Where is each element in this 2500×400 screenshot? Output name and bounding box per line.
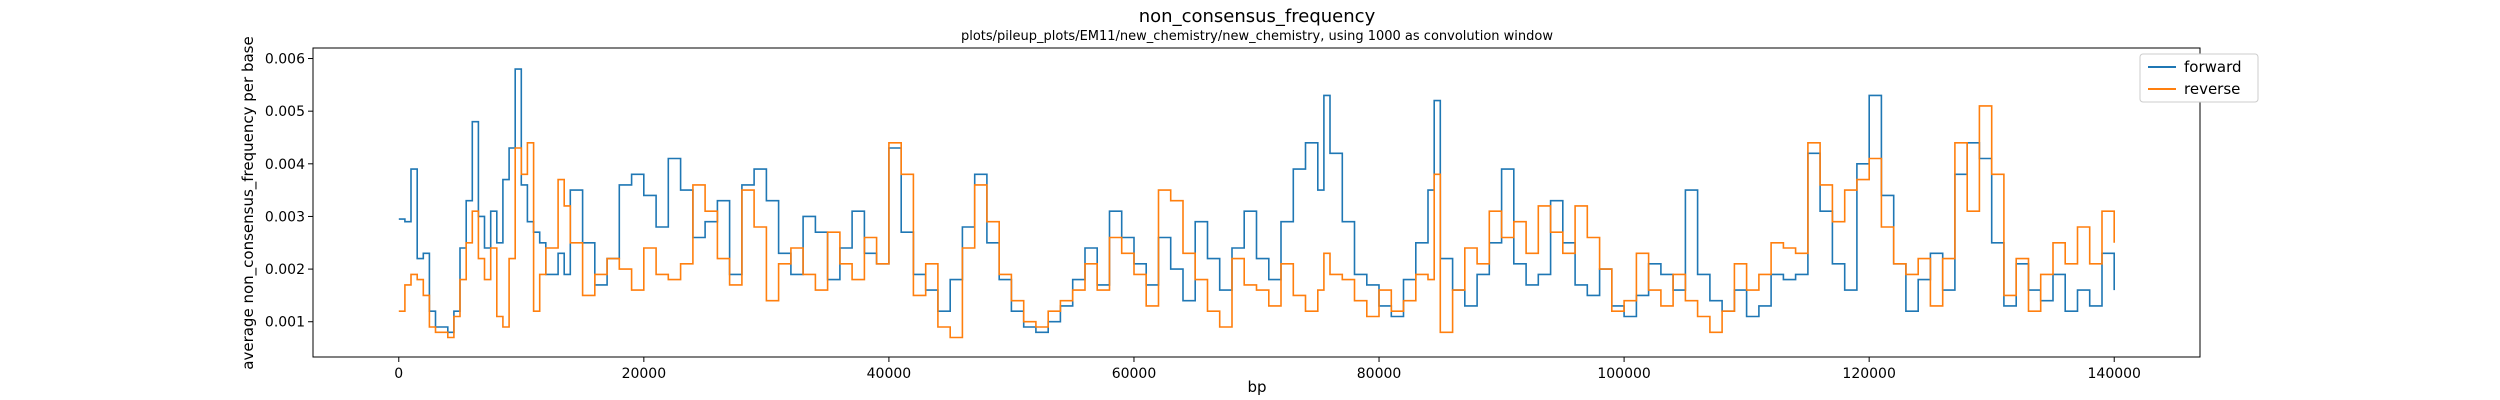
legend-label-forward: forward: [2184, 58, 2242, 76]
x-tick-label: 40000: [867, 366, 912, 382]
x-tick-label: 0: [394, 366, 403, 382]
y-tick-label: 0.002: [265, 262, 305, 278]
series-line-reverse: [398, 105, 2115, 339]
legend: forward reverse: [2139, 53, 2259, 103]
y-tick-label: 0.006: [265, 52, 305, 68]
x-tick-label: 20000: [622, 366, 667, 382]
x-tick-label: 140000: [2088, 366, 2141, 382]
y-tick-label: 0.005: [265, 104, 305, 120]
series-layer: [398, 68, 2115, 339]
y-tick-label: 0.003: [265, 209, 305, 225]
chart-subtitle: plots/pileup_plots/EM11/new_chemistry/ne…: [961, 29, 1553, 44]
x-axis: 0 20000 40000 60000 80000 100000 120000 140000: [394, 357, 2141, 382]
plot-area: [312, 47, 2201, 358]
y-axis-label: average non_consensus_frequency per base: [239, 36, 258, 369]
legend-label-reverse: reverse: [2184, 80, 2240, 98]
chart-title: non_consensus_frequency: [1139, 6, 1376, 27]
plot-frame: [312, 47, 2201, 358]
series-line-forward: [398, 68, 2115, 334]
y-axis: 0.001 0.002 0.003 0.004 0.005 0.006: [265, 52, 313, 331]
x-tick-label: 80000: [1357, 366, 1402, 382]
x-tick-label: 100000: [1597, 366, 1650, 382]
x-tick-label: 60000: [1112, 366, 1157, 382]
y-tick-label: 0.001: [265, 315, 305, 331]
x-tick-label: 120000: [1842, 366, 1895, 382]
x-axis-label: bp: [1247, 378, 1266, 396]
y-tick-label: 0.004: [265, 157, 305, 173]
